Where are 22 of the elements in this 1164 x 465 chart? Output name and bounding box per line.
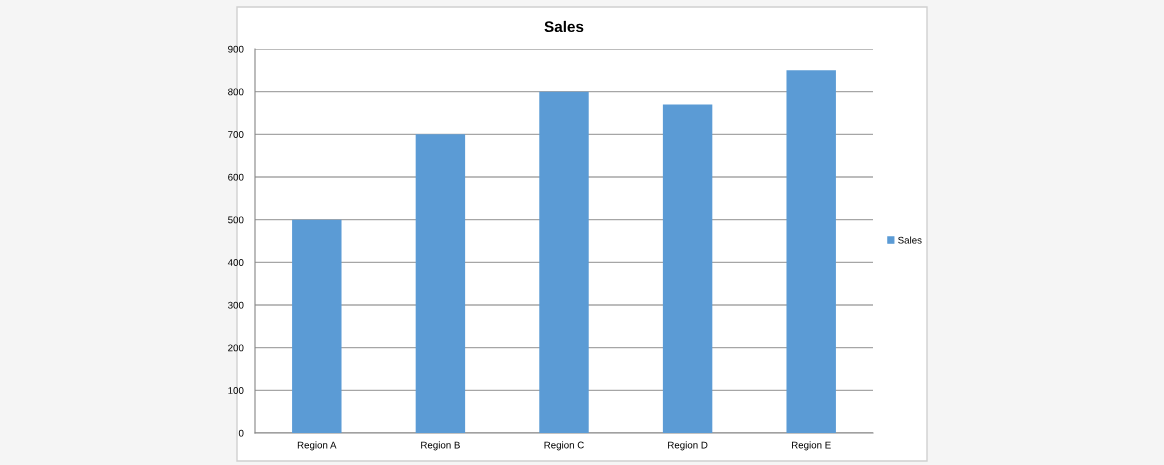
bar [539, 91, 589, 433]
y-tick-label: 500 [228, 216, 244, 224]
y-tick-label: 300 [228, 301, 244, 309]
x-tick-label: Region C [544, 441, 584, 451]
y-tick-label: 900 [228, 45, 244, 53]
y-tick-label: 200 [228, 344, 244, 352]
y-tick-label: 700 [228, 131, 244, 138]
x-tick-label: Region B [421, 441, 460, 451]
y-tick-label: 0 [238, 429, 244, 437]
y-tick-label: 800 [228, 88, 244, 96]
bar [662, 104, 713, 433]
bar [292, 219, 342, 433]
legend-label: Sales [898, 236, 922, 244]
bar [786, 70, 836, 433]
x-tick-label: Region A [297, 441, 337, 451]
x-tick-label: Region D [668, 441, 708, 451]
x-tick-label: Region E [792, 441, 831, 451]
chart-title: Sales [544, 20, 584, 33]
bar [415, 134, 466, 433]
y-tick-label: 600 [228, 173, 244, 181]
y-tick-label: 100 [228, 387, 244, 394]
y-tick-label: 400 [227, 259, 244, 266]
